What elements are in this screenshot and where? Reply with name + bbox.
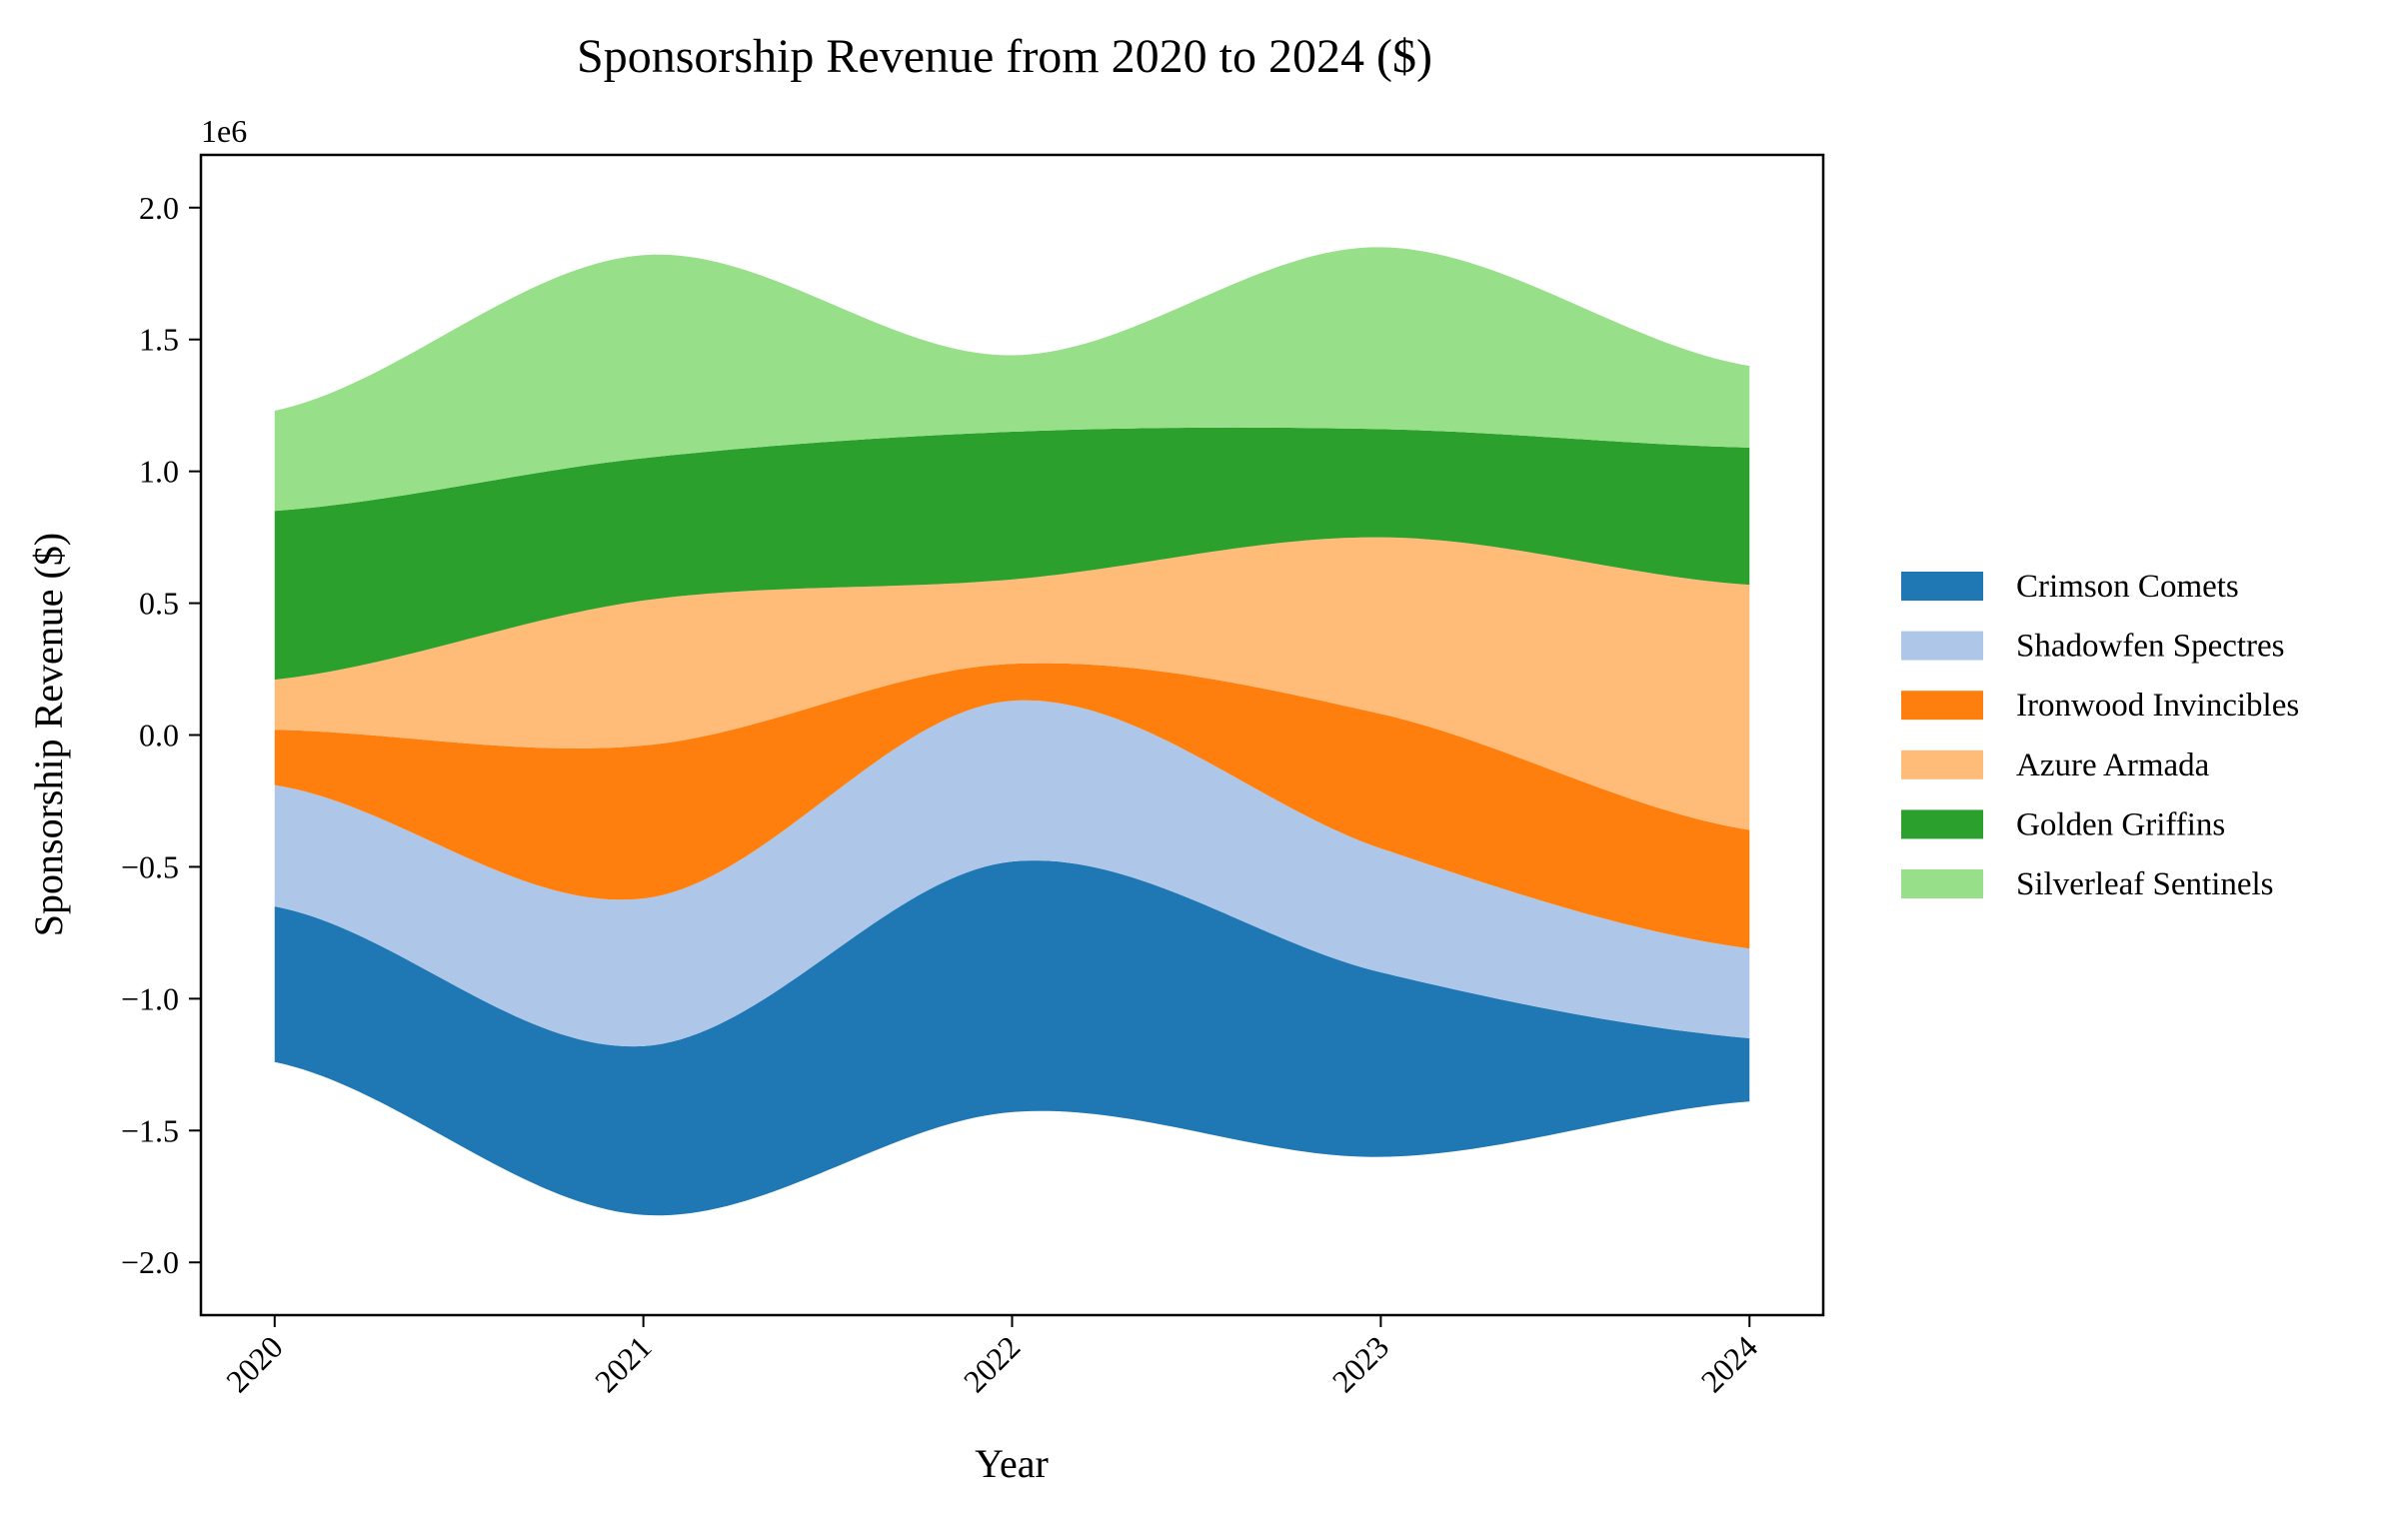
legend-label: Silverleaf Sentinels (2016, 866, 2274, 902)
legend-swatch (1901, 572, 1983, 601)
legend-label: Azure Armada (2016, 748, 2210, 783)
legend-label: Crimson Comets (2016, 569, 2239, 605)
x-axis-ticks: 2020 2021 2022 2023 2024 (219, 1315, 1764, 1399)
area-silverleaf-sentinels (274, 247, 1750, 512)
legend-swatch (1901, 809, 1983, 839)
x-tick-label: 2020 (219, 1328, 290, 1399)
y-tick-label: 1.0 (139, 454, 179, 490)
y-tick-label: −2.0 (121, 1244, 179, 1280)
y-axis-label: Sponsorship Revenue ($) (26, 533, 71, 936)
y-tick-label: −1.0 (121, 980, 179, 1016)
legend-label: Shadowfen Spectres (2016, 629, 2285, 665)
y-offset-label: 1e6 (201, 113, 247, 149)
area-golden-griffins (274, 427, 1750, 681)
legend-swatch (1901, 869, 1983, 898)
stream-areas (274, 247, 1750, 1216)
area-shadowfen-spectres (274, 700, 1750, 1047)
area-crimson-comets (274, 860, 1750, 1216)
y-tick-label: 2.0 (139, 190, 179, 226)
y-tick-label: 0.0 (139, 718, 179, 754)
area-ironwood-invincibles (274, 663, 1750, 949)
legend-swatch (1901, 631, 1983, 661)
y-tick-label: 1.5 (139, 322, 179, 358)
x-tick-label: 2021 (588, 1328, 659, 1399)
x-tick-label: 2024 (1693, 1328, 1764, 1399)
x-tick-label: 2023 (1325, 1328, 1396, 1399)
chart-title: Sponsorship Revenue from 2020 to 2024 ($… (577, 30, 1432, 83)
x-tick-label: 2022 (957, 1328, 1028, 1399)
area-azure-armada (274, 537, 1750, 830)
y-tick-label: −0.5 (121, 848, 179, 884)
legend-label: Ironwood Invincibles (2016, 688, 2299, 724)
legend-swatch (1901, 750, 1983, 779)
y-tick-label: −1.5 (121, 1112, 179, 1148)
y-tick-label: 0.5 (139, 586, 179, 622)
legend-swatch (1901, 691, 1983, 721)
y-axis-ticks: −2.0 −1.5 −1.0 −0.5 0.0 0.5 1.0 1.5 2.0 (121, 190, 201, 1280)
x-axis-label: Year (975, 1441, 1049, 1486)
legend: Crimson Comets Shadowfen Spectres Ironwood… (1901, 569, 2299, 902)
legend-label: Golden Griffins (2016, 806, 2225, 842)
